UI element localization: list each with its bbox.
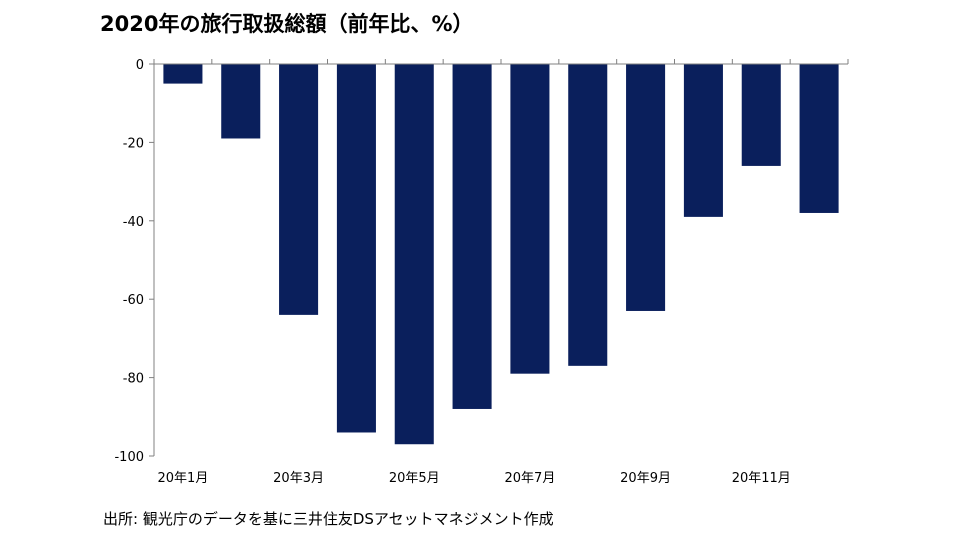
x-tick-label: 20年1月 — [158, 471, 209, 486]
bar-8 — [568, 64, 608, 366]
y-tick-label: -20 — [123, 136, 144, 151]
bar-9 — [626, 64, 666, 311]
x-tick-label: 20年11月 — [732, 471, 791, 486]
bar-6 — [452, 64, 492, 409]
y-tick-label: -100 — [114, 450, 144, 465]
bar-7 — [510, 64, 550, 374]
x-tick-label: 20年3月 — [273, 471, 324, 486]
x-tick-label: 20年9月 — [620, 471, 671, 486]
bar-3 — [279, 64, 319, 315]
bar-5 — [394, 64, 434, 445]
x-ticks-group: 20年1月 20年3月 20年5月 20年7月 20年9月 20年11月 — [153, 59, 849, 486]
x-tick-label: 20年5月 — [389, 471, 440, 486]
y-tick-label: -60 — [123, 293, 144, 308]
bars-group — [163, 64, 839, 445]
bar-11 — [741, 64, 781, 166]
source-note: 出所: 観光庁のデータを基に三井住友DSアセットマネジメント作成 — [103, 510, 554, 528]
chart-title: 2020年の旅行取扱総額（前年比、%） — [100, 12, 474, 36]
x-tick-label: 20年7月 — [505, 471, 556, 486]
bar-1 — [163, 64, 203, 84]
y-tick-label: -80 — [123, 372, 144, 387]
bar-4 — [336, 64, 376, 433]
y-tick-label: 0 — [136, 58, 144, 73]
bar-2 — [221, 64, 261, 139]
y-tick-label: -40 — [123, 215, 144, 230]
y-ticks-group: 0 -20 -40 -60 -80 -100 — [114, 58, 154, 465]
bar-10 — [683, 64, 723, 217]
bar-12 — [799, 64, 839, 213]
